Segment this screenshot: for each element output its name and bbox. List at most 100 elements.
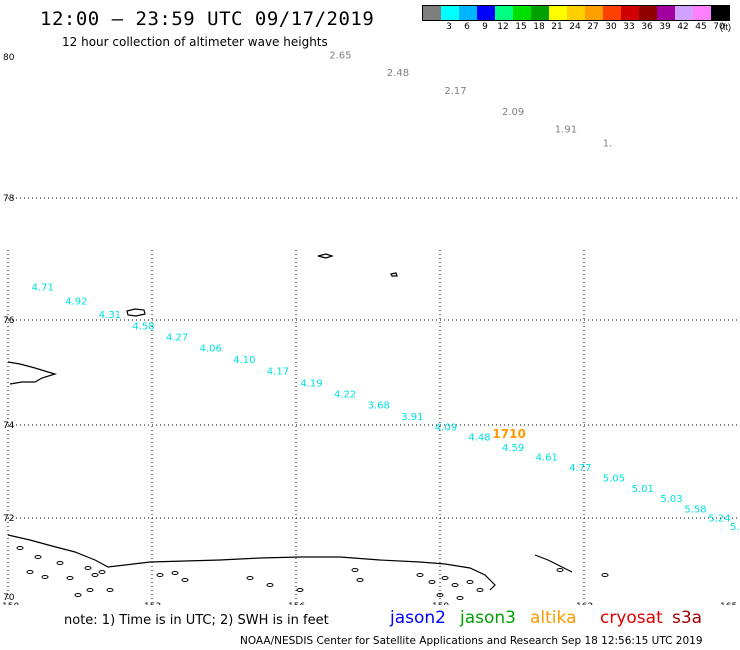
island — [171, 571, 179, 575]
wave-height-label: 4.27 — [166, 333, 188, 344]
wave-height-label: 1.91 — [555, 125, 577, 136]
legend-tick-label: 33 — [623, 22, 635, 32]
legend-tick-label: 12 — [497, 22, 509, 32]
island — [26, 570, 34, 574]
legend-tick-label: 70 — [713, 22, 725, 32]
land-southern-coast — [7, 534, 496, 591]
pass-time-label: 1710 — [492, 427, 525, 441]
wave-height-label: 5.05 — [603, 474, 625, 485]
island — [451, 583, 459, 587]
credit-line: NOAA/NESDIS Center for Satellite Applica… — [240, 635, 703, 647]
longitude-label: 162 — [576, 602, 593, 605]
island-small-3 — [390, 272, 398, 277]
island — [296, 588, 304, 592]
island — [428, 580, 436, 584]
legend-tick-label: 45 — [695, 22, 707, 32]
wave-height-label: 4.92 — [65, 297, 87, 308]
island — [466, 580, 474, 584]
legend-swatch — [711, 6, 729, 20]
latitude-label: 70 — [3, 593, 15, 603]
legend-swatch — [423, 6, 441, 20]
wave-height-label: 2.17 — [444, 86, 466, 97]
island — [16, 546, 24, 550]
island — [86, 588, 94, 592]
legend-swatch — [621, 6, 639, 20]
latitude-label: 80 — [3, 53, 15, 63]
longitude-label: 165 — [720, 602, 737, 605]
wave-height-label: 5.03 — [660, 494, 682, 505]
wave-height-label: 4.71 — [32, 283, 54, 294]
island — [34, 555, 42, 559]
longitude-label: 150 — [2, 602, 19, 605]
satellite-tracks: 2.65 2.48 2.17 2.09 1.91 1. 4.71 4.92 4.31 4.58 4.… — [32, 51, 740, 534]
satellite-name: cryosat — [600, 608, 663, 628]
legend-tick-label: 27 — [587, 22, 599, 32]
island — [266, 583, 274, 587]
legend-swatch — [675, 6, 693, 20]
legend-swatch — [441, 6, 459, 20]
island — [84, 566, 92, 570]
wave-height-label: 4.48 — [468, 433, 490, 444]
island — [456, 596, 464, 600]
legend-swatch — [477, 6, 495, 20]
island — [98, 570, 106, 574]
legend-unit: (ft) — [720, 22, 731, 32]
wave-height-label: 2.09 — [502, 107, 524, 118]
island — [56, 561, 64, 565]
wave-height-label: 4.22 — [334, 389, 356, 400]
legend-swatch — [603, 6, 621, 20]
wave-height-label: 2.65 — [329, 51, 351, 62]
island — [41, 575, 49, 579]
legend-tick-label: 6 — [464, 22, 470, 32]
wave-height-label: 4.06 — [200, 344, 222, 355]
latitude-label: 72 — [3, 514, 14, 524]
latitude-label: 74 — [3, 421, 15, 431]
island — [351, 568, 359, 572]
legend-swatch — [567, 6, 585, 20]
legend-swatch — [639, 6, 657, 20]
legend-swatch — [531, 6, 549, 20]
land-east-cape — [534, 554, 573, 573]
longitude-label: 156 — [288, 602, 305, 605]
satellite-name: s3a — [672, 608, 703, 628]
legend-swatch — [657, 6, 675, 20]
pass-time-labels: 1710 — [492, 427, 525, 441]
wave-height-label: 4.61 — [536, 453, 558, 464]
footer-note: note: 1) Time is in UTC; 2) SWH is in fe… — [64, 613, 329, 628]
island-small-2 — [317, 253, 334, 259]
legend-tick-label: 18 — [533, 22, 545, 32]
coastal-islands — [16, 546, 609, 600]
axis-labels: 80 78 76 74 72 70150 153 156 159 162 165 — [2, 53, 737, 605]
longitude-label: 153 — [144, 602, 161, 605]
wave-height-label: 5.58 — [684, 504, 706, 515]
island — [356, 578, 364, 582]
wave-height-label: 5.24 — [708, 514, 730, 525]
wave-height-label: 4.09 — [435, 422, 457, 433]
island — [436, 593, 444, 597]
satellite-name: jason2 — [390, 608, 446, 628]
legend-swatch — [549, 6, 567, 20]
legend-tick-label: 42 — [677, 22, 689, 32]
wave-height-label: 4.10 — [233, 355, 255, 366]
legend-tick-label: 3 — [446, 22, 452, 32]
wave-height-label: 4.31 — [99, 310, 121, 321]
island-small-1 — [126, 308, 146, 317]
wave-height-label: 4.59 — [502, 443, 524, 454]
island — [556, 568, 564, 572]
island — [66, 576, 74, 580]
legend-tick-label: 24 — [569, 22, 581, 32]
legend-tick-label: 30 — [605, 22, 617, 32]
legend-swatch — [513, 6, 531, 20]
legend-tick-label: 36 — [641, 22, 653, 32]
map-subtitle: 12 hour collection of altimeter wave hei… — [62, 35, 328, 49]
island — [74, 593, 82, 597]
island — [601, 573, 609, 577]
satellite-name: altika — [530, 608, 577, 628]
wave-height-label: 1. — [603, 139, 613, 150]
island — [91, 573, 99, 577]
island — [441, 576, 449, 580]
wave-height-label: 2.48 — [387, 68, 409, 79]
wave-height-legend — [422, 5, 730, 21]
wave-height-label: 3.91 — [401, 412, 423, 423]
map-title: 12:00 — 23:59 UTC 09/17/2019 — [40, 8, 375, 30]
